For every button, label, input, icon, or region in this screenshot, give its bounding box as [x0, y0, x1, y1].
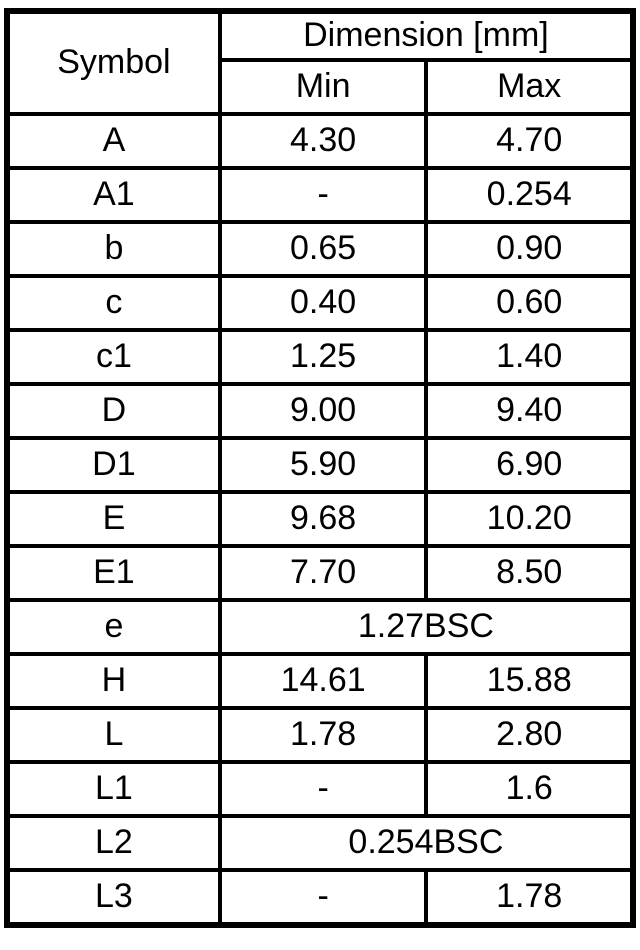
table-row-L: L 1.78 2.80 — [5, 706, 635, 764]
symbol-cell: c1 — [5, 328, 222, 386]
min-cell: 9.00 — [217, 382, 429, 440]
min-cell: 0.65 — [217, 220, 429, 278]
table-row-H: H 14.61 15.88 — [5, 652, 635, 710]
max-cell: 10.20 — [424, 490, 635, 548]
max-cell: 0.90 — [424, 220, 635, 278]
symbol-cell: E1 — [5, 544, 222, 602]
max-cell: 4.70 — [424, 112, 635, 170]
symbol-cell: L1 — [5, 760, 222, 818]
min-cell: 4.30 — [217, 112, 429, 170]
table-row-A: A 4.30 4.70 — [5, 112, 635, 170]
table-row-L1: L1 - 1.6 — [5, 760, 635, 818]
table-row-L2: L2 0.254BSC — [5, 814, 636, 872]
max-cell: 6.90 — [424, 436, 635, 494]
header-row-sub: Min Max — [7, 58, 635, 116]
dimension-table: Symbol Dimension [mm] Min Max A 4.30 4.7… — [4, 8, 636, 928]
symbol-cell: c — [5, 274, 222, 332]
span-value-cell: 0.254BSC — [217, 814, 636, 872]
max-cell: 15.88 — [424, 652, 635, 710]
symbol-column-header: Symbol — [5, 9, 222, 116]
min-cell: - — [217, 166, 429, 224]
max-cell: 8.50 — [424, 544, 635, 602]
max-cell: 1.78 — [424, 868, 635, 927]
symbol-cell: D — [5, 382, 222, 440]
span-value-cell: 1.27BSC — [217, 598, 636, 656]
table-row-D: D 9.00 9.40 — [5, 382, 635, 440]
symbol-cell: A1 — [5, 166, 222, 224]
max-cell: 0.60 — [424, 274, 635, 332]
min-cell: - — [217, 868, 429, 927]
table-row-c: c 0.40 0.60 — [5, 274, 635, 332]
symbol-cell: A — [5, 112, 222, 170]
table-row-b: b 0.65 0.90 — [5, 220, 635, 278]
max-cell: 2.80 — [424, 706, 635, 764]
min-cell: 1.25 — [217, 328, 429, 386]
max-column-header: Max — [424, 58, 635, 116]
table-row-D1: D1 5.90 6.90 — [5, 436, 635, 494]
min-cell: 0.40 — [217, 274, 429, 332]
header-row-top: Symbol Dimension [mm] — [5, 9, 636, 116]
min-cell: 1.78 — [217, 706, 429, 764]
symbol-cell: e — [5, 598, 222, 656]
table-row-E: E 9.68 10.20 — [5, 490, 635, 548]
symbol-cell: E — [5, 490, 222, 548]
symbol-cell: L3 — [5, 868, 222, 927]
max-cell: 1.6 — [424, 760, 635, 818]
max-cell: 0.254 — [424, 166, 635, 224]
min-cell: - — [217, 760, 429, 818]
symbol-cell: L — [5, 706, 222, 764]
symbol-cell: D1 — [5, 436, 222, 494]
symbol-cell: L2 — [5, 814, 222, 872]
min-cell: 9.68 — [217, 490, 429, 548]
table-row-c1: c1 1.25 1.40 — [5, 328, 635, 386]
max-cell: 9.40 — [424, 382, 635, 440]
symbol-cell: b — [5, 220, 222, 278]
symbol-cell: H — [5, 652, 222, 710]
dimension-column-header: Dimension [mm] — [217, 9, 636, 62]
min-cell: 7.70 — [217, 544, 429, 602]
min-cell: 5.90 — [217, 436, 429, 494]
table-row-A1: A1 - 0.254 — [5, 166, 635, 224]
table-row-e: e 1.27BSC — [5, 598, 636, 656]
min-column-header: Min — [217, 58, 429, 116]
max-cell: 1.40 — [424, 328, 635, 386]
min-cell: 14.61 — [217, 652, 429, 710]
table-row-L3: L3 - 1.78 — [5, 868, 635, 927]
table-row-E1: E1 7.70 8.50 — [5, 544, 635, 602]
